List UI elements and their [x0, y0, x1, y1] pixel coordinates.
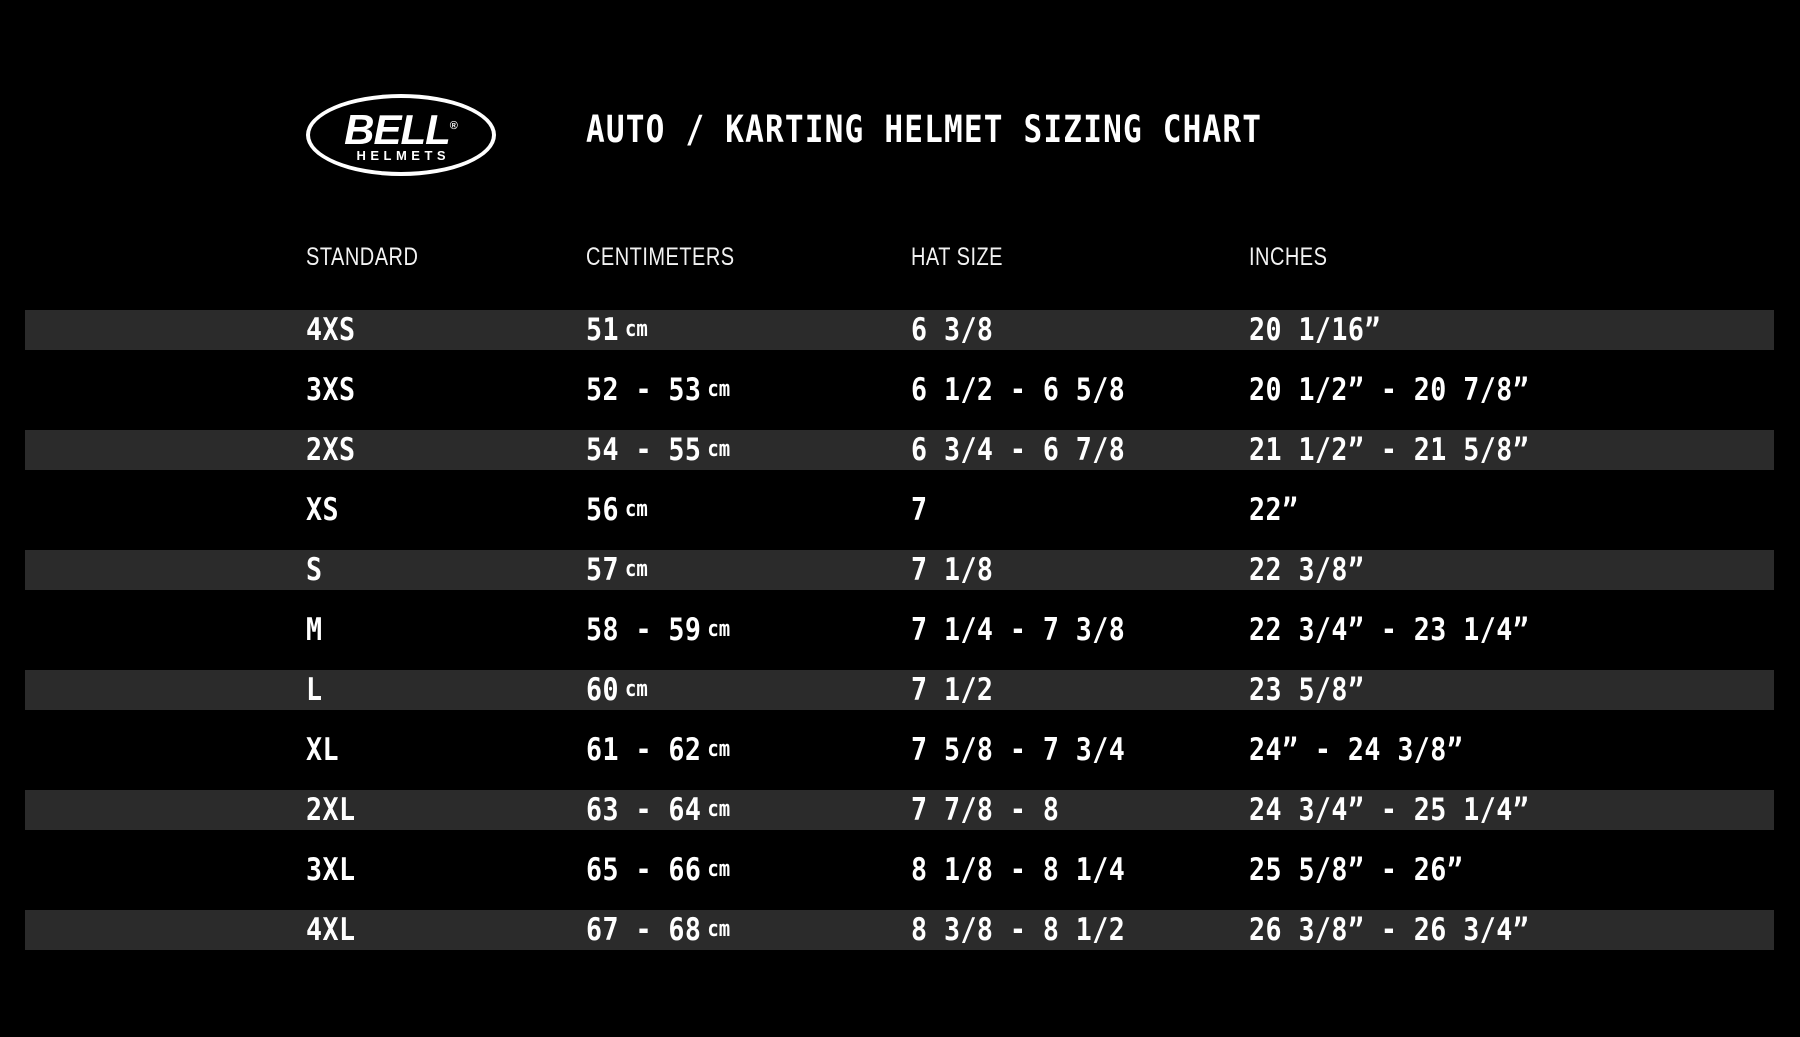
cell-standard: 2XL [306, 792, 356, 828]
cell-centimeters-unit: cm [624, 557, 648, 582]
logo-ellipse-outline [306, 94, 496, 176]
row-background-stripe [25, 310, 1774, 350]
cell-centimeters-unit: cm [707, 437, 731, 462]
table-row: M 58 - 59 cm 7 1/4 - 7 3/8 22 3/4” - 23 1/4” [0, 600, 1800, 660]
cell-centimeters: 67 - 68 cm [586, 908, 730, 952]
cell-inches: 23 5/8” [1249, 672, 1365, 708]
cell-inches: 21 1/2” - 21 5/8” [1249, 432, 1530, 468]
cell-hat-size: 6 3/4 - 6 7/8 [911, 432, 1126, 468]
cell-centimeters-value: 52 - 53 [586, 372, 702, 408]
cell-standard: 2XS [306, 432, 356, 468]
cell-centimeters-unit: cm [707, 617, 731, 642]
cell-centimeters: 57 cm [586, 548, 648, 592]
table-row: 4XS 51 cm 6 3/8 20 1/16” [0, 300, 1800, 360]
bell-helmets-logo: BELL® HELMETS [306, 94, 496, 176]
cell-centimeters-unit: cm [707, 917, 731, 942]
cell-centimeters-value: 58 - 59 [586, 612, 702, 648]
cell-inches: 24” - 24 3/8” [1249, 732, 1464, 768]
cell-centimeters: 65 - 66 cm [586, 848, 730, 892]
cell-centimeters-value: 65 - 66 [586, 852, 702, 888]
table-row: 3XS 52 - 53 cm 6 1/2 - 6 5/8 20 1/2” - 20 7/… [0, 360, 1800, 420]
column-header-centimeters: CENTIMETERS [586, 243, 735, 271]
cell-centimeters: 60 cm [586, 668, 648, 712]
cell-centimeters: 52 - 53 cm [586, 368, 730, 412]
row-background-stripe [25, 850, 1774, 890]
cell-centimeters-value: 63 - 64 [586, 792, 702, 828]
cell-centimeters: 63 - 64 cm [586, 788, 730, 832]
cell-hat-size: 7 [911, 492, 928, 528]
table-row: 3XL 65 - 66 cm 8 1/8 - 8 1/4 25 5/8” - 26” [0, 840, 1800, 900]
cell-centimeters: 58 - 59 cm [586, 608, 730, 652]
cell-hat-size: 6 3/8 [911, 312, 994, 348]
cell-inches: 26 3/8” - 26 3/4” [1249, 912, 1530, 948]
column-header-hat-size: HAT SIZE [911, 243, 1004, 271]
cell-centimeters-unit: cm [624, 497, 648, 522]
cell-hat-size: 7 7/8 - 8 [911, 792, 1060, 828]
cell-standard: XS [306, 492, 339, 528]
cell-centimeters-value: 57 [586, 552, 619, 588]
table-header-row: STANDARD CENTIMETERS HAT SIZE INCHES [0, 242, 1800, 276]
cell-centimeters-value: 60 [586, 672, 619, 708]
cell-centimeters-value: 56 [586, 492, 619, 528]
cell-hat-size: 7 1/2 [911, 672, 994, 708]
cell-inches: 22 3/4” - 23 1/4” [1249, 612, 1530, 648]
cell-centimeters-value: 61 - 62 [586, 732, 702, 768]
cell-centimeters: 56 cm [586, 488, 648, 532]
cell-standard: 4XS [306, 312, 356, 348]
row-background-stripe [25, 730, 1774, 770]
cell-centimeters-unit: cm [707, 857, 731, 882]
logo-wordmark: BELL® [306, 105, 496, 151]
cell-centimeters-value: 54 - 55 [586, 432, 702, 468]
cell-centimeters-value: 67 - 68 [586, 912, 702, 948]
cell-inches: 20 1/16” [1249, 312, 1381, 348]
row-background-stripe [25, 910, 1774, 950]
cell-inches: 22” [1249, 492, 1299, 528]
cell-hat-size: 6 1/2 - 6 5/8 [911, 372, 1126, 408]
row-background-stripe [25, 670, 1774, 710]
cell-centimeters-unit: cm [707, 737, 731, 762]
cell-centimeters: 61 - 62 cm [586, 728, 730, 772]
cell-hat-size: 8 3/8 - 8 1/2 [911, 912, 1126, 948]
chart-header: BELL® HELMETS AUTO / KARTING HELMET SIZI… [0, 0, 1800, 200]
column-header-standard: STANDARD [306, 243, 419, 271]
cell-centimeters: 51 cm [586, 308, 648, 352]
cell-standard: 3XL [306, 852, 356, 888]
cell-standard: XL [306, 732, 339, 768]
row-background-stripe [25, 430, 1774, 470]
cell-standard: M [306, 612, 323, 648]
table-row: 4XL 67 - 68 cm 8 3/8 - 8 1/2 26 3/8” - 26 3/… [0, 900, 1800, 960]
registered-trademark-icon: ® [449, 120, 458, 132]
row-background-stripe [25, 550, 1774, 590]
cell-hat-size: 7 5/8 - 7 3/4 [911, 732, 1126, 768]
cell-centimeters-unit: cm [624, 317, 648, 342]
logo-wordmark-text: BELL [344, 106, 451, 153]
row-background-stripe [25, 790, 1774, 830]
cell-inches: 20 1/2” - 20 7/8” [1249, 372, 1530, 408]
column-header-inches: INCHES [1249, 243, 1328, 271]
cell-standard: 3XS [306, 372, 356, 408]
cell-centimeters: 54 - 55 cm [586, 428, 730, 472]
cell-centimeters-unit: cm [624, 677, 648, 702]
page-title: AUTO / KARTING HELMET SIZING CHART [586, 108, 1263, 151]
cell-standard: 4XL [306, 912, 356, 948]
row-background-stripe [25, 490, 1774, 530]
cell-centimeters-unit: cm [707, 377, 731, 402]
cell-hat-size: 7 1/4 - 7 3/8 [911, 612, 1126, 648]
cell-inches: 25 5/8” - 26” [1249, 852, 1464, 888]
cell-standard: L [306, 672, 323, 708]
table-row: 2XS 54 - 55 cm 6 3/4 - 6 7/8 21 1/2” - 21 5/… [0, 420, 1800, 480]
table-row: L 60 cm 7 1/2 23 5/8” [0, 660, 1800, 720]
cell-centimeters-unit: cm [707, 797, 731, 822]
table-row: XL 61 - 62 cm 7 5/8 - 7 3/4 24” - 24 3/8” [0, 720, 1800, 780]
cell-hat-size: 7 1/8 [911, 552, 994, 588]
cell-standard: S [306, 552, 323, 588]
cell-inches: 22 3/8” [1249, 552, 1365, 588]
table-row: S 57 cm 7 1/8 22 3/8” [0, 540, 1800, 600]
cell-inches: 24 3/4” - 25 1/4” [1249, 792, 1530, 828]
table-row: XS 56 cm 7 22” [0, 480, 1800, 540]
cell-hat-size: 8 1/8 - 8 1/4 [911, 852, 1126, 888]
cell-centimeters-value: 51 [586, 312, 619, 348]
logo-subtitle: HELMETS [356, 148, 451, 163]
table-row: 2XL 63 - 64 cm 7 7/8 - 8 24 3/4” - 25 1/4” [0, 780, 1800, 840]
